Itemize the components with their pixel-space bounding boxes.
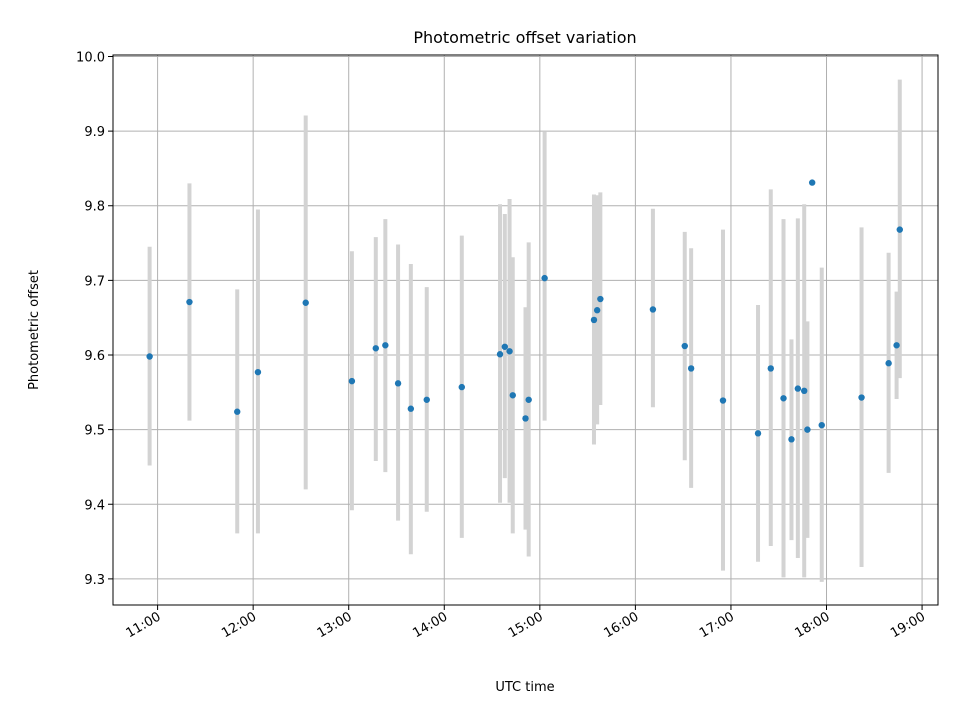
data-point	[590, 316, 598, 324]
y-axis-ticks: 9.3 9.4 9.5 9.6 9.7 9.8 9.9 10.0	[76, 50, 113, 588]
data-point	[186, 298, 193, 306]
data-point	[394, 380, 402, 387]
data-point	[801, 387, 808, 395]
data-point	[234, 408, 241, 415]
data-point	[681, 342, 688, 350]
y-axis-label: Photometric offset	[27, 270, 42, 390]
data-point	[525, 396, 532, 403]
data-point	[754, 430, 762, 437]
data-point	[302, 299, 309, 306]
data-point	[348, 377, 356, 385]
chart-title: Photometric offset variation	[413, 28, 636, 47]
data-point	[808, 179, 816, 186]
data-point	[423, 396, 430, 403]
data-point	[506, 348, 513, 355]
data-point	[687, 365, 695, 372]
data-point	[407, 405, 415, 412]
data-point	[794, 385, 802, 392]
data-point	[501, 343, 508, 350]
y-tick-label: 9.3	[84, 573, 105, 588]
data-point	[593, 307, 601, 314]
data-point	[719, 397, 727, 404]
data-point	[254, 368, 262, 376]
y-tick-label: 9.8	[84, 200, 105, 215]
data-point	[458, 383, 465, 391]
data-point	[597, 295, 604, 303]
data-point	[780, 395, 787, 402]
data-point	[885, 360, 892, 367]
data-point	[767, 365, 774, 372]
y-tick-label: 9.5	[84, 424, 105, 439]
y-tick-label: 9.6	[84, 349, 105, 364]
data-points	[146, 179, 903, 443]
data-point	[382, 342, 389, 349]
y-tick-label: 10.0	[76, 50, 105, 65]
data-point	[541, 274, 548, 282]
data-point	[372, 345, 379, 352]
data-point	[818, 421, 825, 429]
data-point	[509, 392, 516, 399]
y-tick-label: 9.9	[84, 125, 105, 140]
data-point	[649, 306, 657, 313]
data-point	[893, 342, 900, 349]
data-point	[496, 351, 504, 358]
data-point	[804, 426, 811, 433]
plot-frame	[112, 54, 939, 606]
y-tick-label: 9.4	[84, 498, 105, 513]
data-point	[522, 415, 529, 422]
data-point	[896, 226, 903, 233]
data-point	[146, 353, 153, 360]
data-point	[788, 436, 795, 443]
y-tick-label: 9.7	[84, 274, 105, 289]
data-point	[858, 394, 865, 401]
x-axis-label: UTC time	[495, 680, 554, 695]
